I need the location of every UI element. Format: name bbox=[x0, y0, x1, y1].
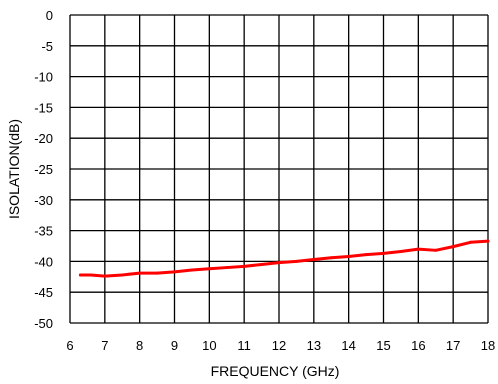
y-axis-title: ISOLATION(dB) bbox=[6, 119, 22, 219]
y-tick-label: -15 bbox=[34, 100, 53, 115]
data-point bbox=[103, 274, 107, 278]
data-point bbox=[486, 239, 490, 243]
x-tick-label: 13 bbox=[307, 338, 321, 353]
data-point bbox=[173, 270, 176, 274]
x-tick-label: 18 bbox=[481, 338, 495, 353]
series-layer bbox=[78, 239, 490, 278]
data-point bbox=[89, 273, 93, 277]
data-point bbox=[382, 251, 385, 255]
y-tick-label: -25 bbox=[34, 162, 53, 177]
data-point bbox=[260, 262, 264, 266]
data-point bbox=[312, 258, 316, 262]
data-point bbox=[416, 247, 420, 251]
data-point bbox=[190, 268, 194, 272]
x-tick-label: 16 bbox=[411, 338, 425, 353]
data-point bbox=[294, 259, 298, 263]
data-point bbox=[329, 256, 333, 260]
x-tick-label: 15 bbox=[376, 338, 390, 353]
x-tick-label: 17 bbox=[446, 338, 460, 353]
data-point bbox=[469, 240, 473, 244]
data-point bbox=[138, 271, 142, 275]
y-tick-label: -10 bbox=[34, 70, 53, 85]
x-tick-label: 10 bbox=[202, 338, 216, 353]
x-axis-title: FREQUENCY (GHz) bbox=[211, 363, 340, 379]
grid bbox=[69, 14, 489, 324]
x-tick-label: 11 bbox=[237, 338, 251, 353]
data-point bbox=[434, 248, 438, 252]
x-tick-label: 9 bbox=[171, 338, 178, 353]
x-tick-label: 14 bbox=[341, 338, 355, 353]
data-point bbox=[399, 250, 403, 254]
series-line bbox=[78, 239, 490, 278]
y-tick-label: -35 bbox=[34, 224, 53, 239]
data-point bbox=[78, 273, 82, 277]
data-point bbox=[277, 261, 281, 265]
y-tick-label: -20 bbox=[34, 131, 53, 146]
x-tick-label: 12 bbox=[272, 338, 286, 353]
data-point bbox=[225, 266, 229, 270]
y-tick-label: -40 bbox=[34, 254, 53, 269]
data-point bbox=[347, 254, 351, 258]
y-tick-label: -5 bbox=[41, 39, 53, 54]
y-tick-label: -45 bbox=[34, 285, 53, 300]
y-tick-label: 0 bbox=[46, 8, 53, 23]
data-point bbox=[451, 245, 455, 249]
x-tick-label: 6 bbox=[66, 338, 73, 353]
data-point bbox=[364, 253, 368, 257]
y-tick-label: -30 bbox=[34, 193, 53, 208]
data-point bbox=[207, 267, 211, 271]
tick-labels: 6 7 8 9 10 11 12 13 14 15 16 17 18 0 -5 -10 -15 -20 -25 -30… bbox=[34, 8, 495, 353]
data-point bbox=[242, 264, 246, 268]
data-point bbox=[120, 273, 124, 277]
x-tick-label: 8 bbox=[136, 338, 143, 353]
y-tick-label: -50 bbox=[34, 316, 53, 331]
data-point bbox=[155, 271, 159, 275]
x-tick-label: 7 bbox=[101, 338, 108, 353]
